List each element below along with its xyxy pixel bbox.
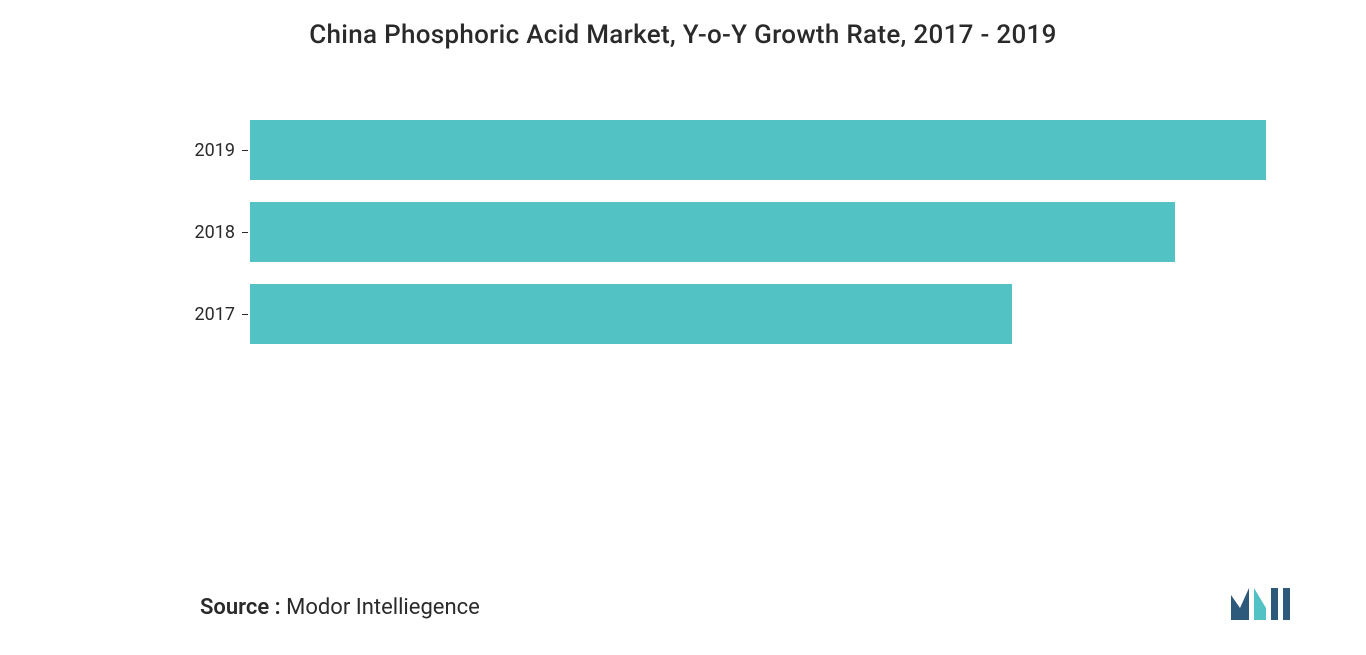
mi-logo-icon [1226, 580, 1306, 625]
bar-label-2018: 2018 [180, 222, 250, 243]
bars-area: 2019 2018 2017 [250, 120, 1266, 344]
bar-row: 2017 [250, 284, 1266, 344]
chart-title: China Phosphoric Acid Market, Y-o-Y Grow… [50, 20, 1316, 50]
bar-row: 2018 [250, 202, 1266, 262]
bar-track [250, 202, 1266, 262]
source-label: Source : [200, 595, 281, 620]
chart-container: China Phosphoric Acid Market, Y-o-Y Grow… [0, 0, 1366, 655]
brand-logo [1226, 580, 1306, 625]
bar-fill-2017 [250, 284, 1012, 344]
source-text: Modor Intelliegence [281, 595, 480, 620]
bar-label-2019: 2019 [180, 140, 250, 161]
bar-fill-2019 [250, 120, 1266, 180]
bar-row: 2019 [250, 120, 1266, 180]
bar-track [250, 120, 1266, 180]
bar-fill-2018 [250, 202, 1175, 262]
source-line: Source : Modor Intelliegence [200, 595, 480, 620]
bar-label-2017: 2017 [180, 304, 250, 325]
bar-track [250, 284, 1266, 344]
